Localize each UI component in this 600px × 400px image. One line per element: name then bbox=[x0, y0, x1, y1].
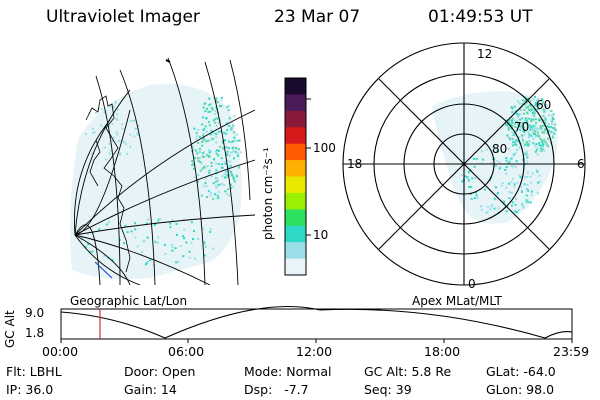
polar-panel-label: Apex MLat/MLT bbox=[412, 294, 502, 308]
mlt-label-6: 6 bbox=[577, 157, 585, 171]
colorbar-tick-100: 100 bbox=[313, 141, 336, 155]
gc-altitude-timeline bbox=[60, 305, 573, 343]
colorbar-cell bbox=[285, 176, 306, 194]
latitude-arcs bbox=[74, 89, 256, 285]
mlt-label-18: 18 bbox=[347, 157, 363, 171]
timeline-ytick-max: 9.0 bbox=[25, 306, 45, 320]
geographic-panel-label: Geographic Lat/Lon bbox=[70, 294, 188, 308]
colorbar-cell bbox=[285, 78, 306, 95]
timeline-xtick-0600: 06:00 bbox=[168, 344, 205, 359]
polar-map bbox=[342, 42, 586, 286]
polar-emission-speckle bbox=[460, 95, 557, 214]
mlat-label-80: 80 bbox=[492, 142, 508, 156]
mlat-label-60: 60 bbox=[536, 98, 552, 112]
mlt-label-0: 0 bbox=[468, 277, 476, 291]
door-value: Door: Open bbox=[124, 364, 196, 379]
colorbar-cell bbox=[285, 192, 306, 210]
time-label: 01:49:53 UT bbox=[428, 7, 533, 27]
terminator-line bbox=[94, 261, 113, 279]
ip-value: IP: 36.0 bbox=[6, 382, 54, 397]
colorbar-cell bbox=[285, 127, 306, 145]
gc-alt-value: GC Alt: 5.8 Re bbox=[364, 364, 452, 379]
glon-value: GLon: 98.0 bbox=[486, 382, 555, 397]
colorbar-cell bbox=[285, 258, 306, 276]
filter-value: Flt: LBHL bbox=[6, 364, 62, 379]
timeline-xtick-2359: 23:59 bbox=[553, 344, 590, 359]
colorbar-cell bbox=[285, 225, 306, 243]
mlat-label-70: 70 bbox=[514, 120, 530, 134]
timeline-ylabel: GC Alt bbox=[3, 310, 17, 348]
colorbar-cell bbox=[285, 209, 306, 227]
glat-value: GLat: -64.0 bbox=[486, 364, 556, 379]
colorbar-cell bbox=[285, 110, 306, 128]
instrument-title: Ultraviolet Imager bbox=[46, 7, 200, 27]
colorbar-cell bbox=[285, 242, 306, 260]
polar-emission-patch bbox=[432, 91, 558, 224]
mode-value: Mode: Normal bbox=[244, 364, 332, 379]
colorbar-cell bbox=[285, 143, 306, 161]
timeline-xtick-1800: 18:00 bbox=[424, 344, 461, 359]
colorbar-unit-label: photon cm⁻²s⁻¹ bbox=[261, 147, 275, 240]
altitude-curve bbox=[60, 305, 573, 339]
timeline-xtick-0000: 00:00 bbox=[42, 344, 79, 359]
colorbar-cell bbox=[285, 160, 306, 177]
gain-value: Gain: 14 bbox=[124, 382, 177, 397]
colorbar-cell bbox=[285, 94, 306, 112]
geographic-map bbox=[70, 57, 256, 285]
dsp-value: Dsp: -7.7 bbox=[244, 382, 309, 397]
timeline-xtick-1200: 12:00 bbox=[296, 344, 333, 359]
colorbar-tick-10: 10 bbox=[313, 228, 329, 242]
date-label: 23 Mar 07 bbox=[274, 7, 361, 27]
timeline-ytick-min: 1.8 bbox=[25, 326, 45, 340]
uv-emission-swath bbox=[70, 83, 242, 279]
colorbar bbox=[284, 77, 311, 276]
seq-value: Seq: 39 bbox=[364, 382, 412, 397]
mlt-label-12: 12 bbox=[477, 47, 493, 61]
